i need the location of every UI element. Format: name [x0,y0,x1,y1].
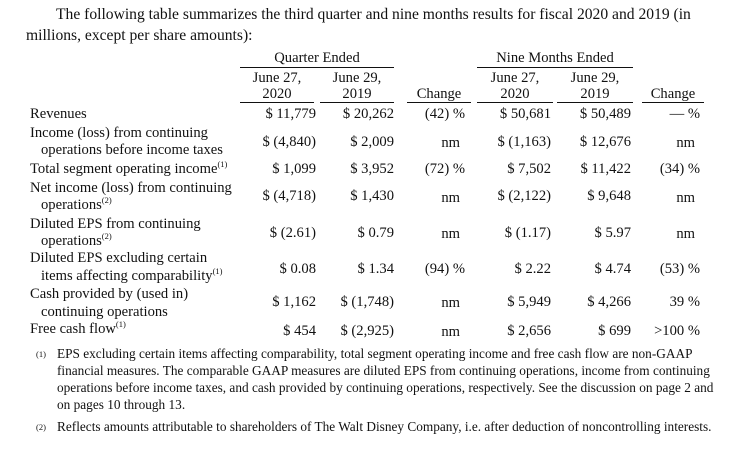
cell-nchange: (53) % [659,261,700,277]
cell-n2020: $ 2.22 [514,261,551,277]
cell-q2019: $ 3,952 [350,161,394,177]
cell-nchange: nm [676,190,695,206]
n-change-header: Change [650,86,696,102]
cell-q2020: $ 1,162 [272,294,316,310]
row-label: Revenues [30,106,87,122]
row-label: Diluted EPS from continuing [30,216,201,232]
cell-n2019: $ 699 [598,323,631,339]
quarter-header-rule [240,67,394,68]
row-label-continued: operations(2) [41,231,112,249]
row-label: Cash provided by (used in) [30,286,189,302]
q-col2-header: June 29, 2019 [332,70,382,102]
footnote-ref-2: (2) [36,422,46,432]
n-col2-header: June 29, 2019 [570,70,620,102]
cell-n2019: $ 11,422 [580,161,631,177]
q-col1-header: June 27, 2020 [252,70,302,102]
cell-q2019: $ 0.79 [357,225,394,241]
cell-nchange: — % [669,106,700,122]
cell-nchange: (34) % [659,161,700,177]
row-label: Diluted EPS excluding certain [30,250,208,266]
cell-q2019: $ 2,009 [350,134,394,150]
q-col1-rule [240,102,314,103]
cell-nchange: nm [676,135,695,151]
cell-q2019: $ 1.34 [357,261,394,277]
cell-n2020: $ 50,681 [499,106,551,122]
quarter-ended-header: Quarter Ended [274,50,360,66]
cell-qchange: nm [441,324,460,340]
q-change-header: Change [416,86,462,102]
cell-n2020: $ (2,122) [497,188,551,204]
intro-paragraph: The following table summarizes the third… [26,6,691,44]
cell-qchange: nm [441,226,460,242]
footnote-2: Reflects amounts attributable to shareho… [57,419,712,434]
cell-qchange: nm [441,135,460,151]
cell-q2020: $ 0.08 [279,261,316,277]
cell-nchange: >100 % [654,323,700,339]
cell-n2020: $ (1.17) [504,225,551,241]
n-col2-rule [557,102,633,103]
row-label: Total segment operating income(1) [30,159,228,177]
cell-n2019: $ 4.74 [594,261,631,277]
cell-qchange: nm [441,295,460,311]
cell-q2020: $ 11,779 [265,106,316,122]
row-label-continued: operations(2) [41,195,112,213]
cell-n2019: $ 9,648 [587,188,631,204]
cell-nchange: nm [676,226,695,242]
q-col2-rule [320,102,394,103]
row-label: Net income (loss) from continuing [30,180,232,196]
n-col1-header: June 27, 2020 [490,70,540,102]
cell-qchange: nm [441,190,460,206]
row-label: Income (loss) from continuing [30,125,208,141]
footnote-1: EPS excluding certain items affecting co… [57,346,714,412]
cell-q2019: $ 20,262 [342,106,394,122]
cell-qchange: (72) % [424,161,465,177]
cell-q2019: $ (1,748) [340,294,394,310]
row-label: Free cash flow(1) [30,319,126,337]
cell-n2020: $ 2,656 [507,323,551,339]
nine-months-header-rule [477,67,633,68]
row-label-continued: operations before income taxes [41,142,223,158]
cell-nchange: 39 % [669,294,700,310]
cell-q2019: $ (2,925) [340,323,394,339]
nine-months-header: Nine Months Ended [496,50,614,66]
cell-q2020: $ (2.61) [269,225,316,241]
cell-n2020: $ 5,949 [507,294,551,310]
row-label-continued: continuing operations [41,304,168,320]
n-col1-rule [477,102,553,103]
n-change-rule [642,102,704,103]
cell-n2019: $ 50,489 [579,106,631,122]
cell-qchange: (42) % [424,106,465,122]
cell-q2020: $ 1,099 [272,161,316,177]
cell-q2020: $ 454 [283,323,316,339]
cell-n2019: $ 4,266 [587,294,631,310]
cell-qchange: (94) % [424,261,465,277]
footnote-ref-1: (1) [36,349,46,359]
q-change-rule [407,102,471,103]
cell-n2019: $ 12,676 [579,134,631,150]
row-label-continued: items affecting comparability(1) [41,266,223,284]
cell-n2020: $ 7,502 [507,161,551,177]
cell-q2019: $ 1,430 [350,188,394,204]
cell-q2020: $ (4,718) [262,188,316,204]
cell-n2020: $ (1,163) [497,134,551,150]
cell-n2019: $ 5.97 [594,225,631,241]
cell-q2020: $ (4,840) [262,134,316,150]
